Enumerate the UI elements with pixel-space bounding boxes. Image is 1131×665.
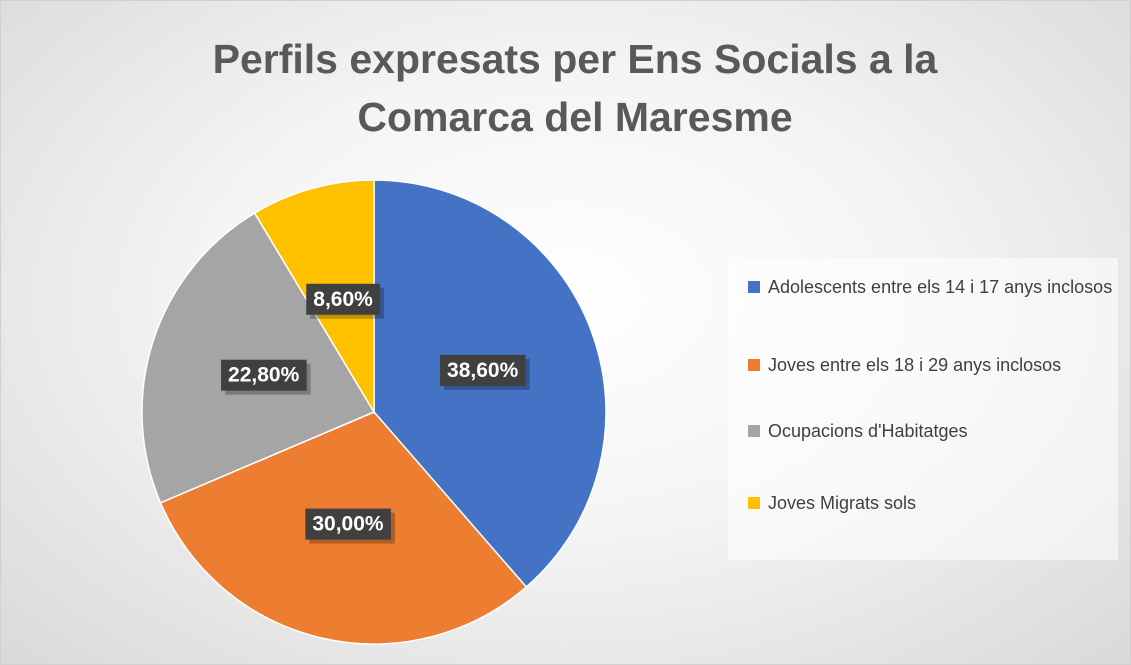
- label-box: [440, 354, 526, 386]
- legend-swatch: [748, 281, 760, 293]
- chart-title: Perfils expresats per Ens Socials a la C…: [212, 36, 938, 140]
- pie-slice: [141, 212, 376, 504]
- data-label: 30,00%: [305, 508, 395, 544]
- label-box: [305, 508, 391, 540]
- legend-swatch: [748, 497, 760, 509]
- legend-label: Joves Migrats sols: [768, 493, 917, 513]
- legend-label: Ocupacions d'Habitatges: [768, 421, 968, 441]
- legend-swatch: [748, 425, 760, 437]
- legend-entry: Joves Migrats sols: [748, 490, 1128, 516]
- data-label-text: 22,80%: [228, 364, 300, 387]
- legend-label: Joves entre els 18 i 29 anys inclosos: [768, 355, 1062, 375]
- data-label: 22,80%: [221, 359, 311, 395]
- data-label-text: 8,60%: [313, 288, 373, 311]
- legend: Adolescents entre els 14 i 17 anys inclo…: [728, 258, 1118, 560]
- data-label-text: 38,60%: [447, 359, 519, 382]
- data-label-text: 30,00%: [312, 513, 384, 536]
- data-label: 8,60%: [306, 283, 385, 319]
- label-box: [306, 283, 381, 315]
- legend-swatch: [748, 359, 760, 371]
- data-label: 38,60%: [440, 354, 530, 390]
- label-box: [221, 359, 307, 391]
- legend-entry: Joves entre els 18 i 29 anys inclosos: [748, 352, 1128, 378]
- legend-label: Adolescents entre els 14 i 17 anys inclo…: [768, 277, 1113, 297]
- legend-entry: Ocupacions d'Habitatges: [748, 418, 1128, 444]
- legend-entry: Adolescents entre els 14 i 17 anys inclo…: [748, 274, 1128, 300]
